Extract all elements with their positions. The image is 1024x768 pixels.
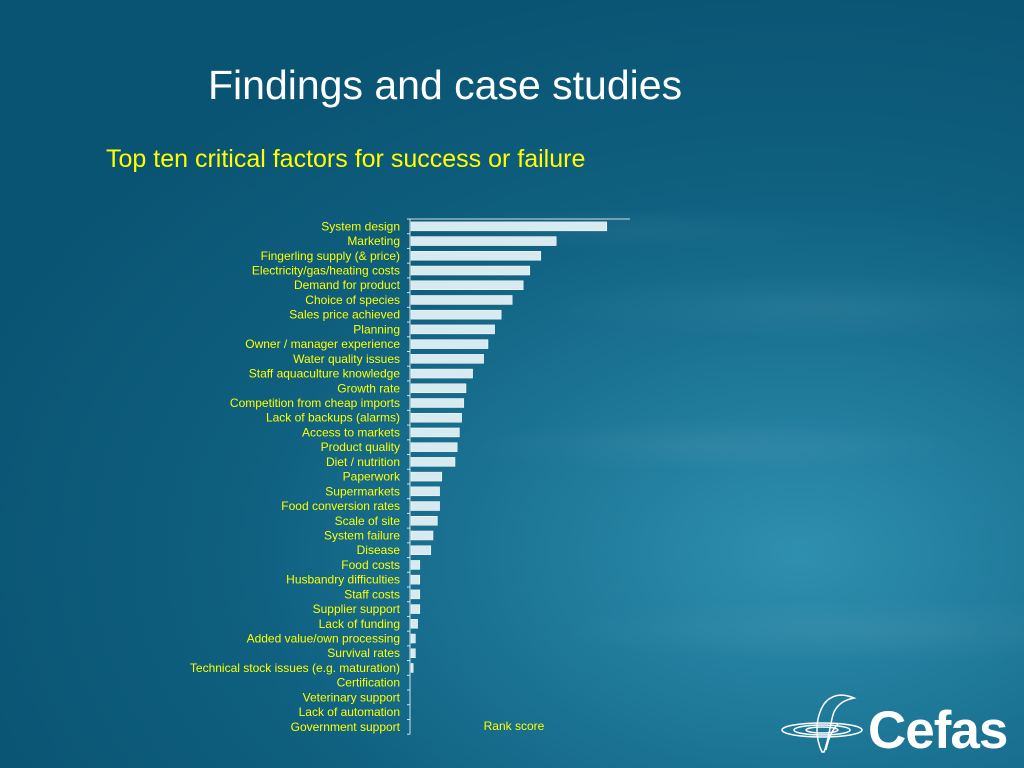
- bar: [410, 530, 434, 541]
- bar: [410, 604, 421, 614]
- category-label: System failure: [324, 528, 400, 542]
- category-label: Supermarkets: [325, 484, 400, 498]
- category-label: Government support: [291, 720, 401, 734]
- bar: [410, 251, 542, 261]
- category-label: Choice of species: [305, 293, 400, 307]
- bar: [410, 663, 414, 673]
- category-label: Fingerling supply (& price): [261, 249, 400, 263]
- bar: [410, 648, 416, 658]
- bar: [410, 324, 495, 335]
- category-label: Lack of funding: [319, 617, 400, 631]
- category-label: Food conversion rates: [281, 499, 400, 513]
- bar: [410, 221, 608, 232]
- category-label: Growth rate: [337, 381, 400, 395]
- category-label: Planning: [353, 322, 400, 336]
- bar: [410, 265, 531, 276]
- x-axis-title: Rank score: [484, 719, 545, 733]
- bar: [410, 427, 460, 438]
- slide-title: Findings and case studies: [208, 62, 683, 108]
- bar: [410, 545, 432, 555]
- slide-subtitle: Top ten critical factors for success or …: [106, 145, 586, 173]
- bar: [410, 280, 524, 290]
- bar: [410, 471, 443, 482]
- bar: [410, 560, 421, 570]
- category-label: Survival rates: [327, 646, 400, 660]
- bar: [410, 589, 421, 600]
- bar: [410, 442, 458, 452]
- bar: [410, 339, 489, 349]
- category-label: Lack of automation: [299, 705, 400, 719]
- bar: [410, 501, 440, 511]
- category-label: Owner / manager experience: [245, 337, 400, 351]
- bar: [410, 309, 502, 320]
- category-label: Scale of site: [335, 514, 401, 528]
- category-label: Staff costs: [344, 587, 400, 601]
- category-label: Sales price achieved: [289, 308, 400, 322]
- bar: [410, 383, 467, 394]
- bar: [410, 368, 473, 379]
- bar: [410, 295, 513, 305]
- category-label: Husbandry difficulties: [286, 573, 400, 587]
- category-label: Certification: [337, 676, 400, 690]
- bar: [410, 486, 440, 497]
- category-label: Marketing: [347, 234, 400, 248]
- category-label: Demand for product: [294, 278, 401, 292]
- category-label: Technical stock issues (e.g. maturation): [190, 661, 400, 675]
- category-label: Water quality issues: [293, 352, 400, 366]
- bar: [410, 236, 557, 246]
- bar: [410, 574, 421, 585]
- category-label: Product quality: [321, 440, 400, 454]
- category-label: Veterinary support: [303, 690, 401, 704]
- category-label: System design: [321, 219, 400, 233]
- bar: [410, 619, 418, 629]
- category-label: Competition from cheap imports: [230, 396, 400, 410]
- bar: [410, 457, 456, 467]
- category-label: Supplier support: [313, 602, 401, 616]
- category-label: Food costs: [341, 558, 400, 572]
- bar: [410, 398, 465, 408]
- fish-swirl-logo-icon: [781, 694, 863, 753]
- bar: [410, 354, 484, 364]
- cefas-logo-text: Cefas: [868, 701, 1008, 760]
- bar: [410, 516, 438, 526]
- bar: [410, 412, 462, 423]
- category-label: Staff aquaculture knowledge: [249, 367, 401, 381]
- category-label: Diet / nutrition: [326, 455, 400, 469]
- category-label: Access to markets: [302, 425, 400, 439]
- category-label: Added value/own processing: [247, 632, 400, 646]
- category-label: Disease: [357, 543, 401, 557]
- category-label: Paperwork: [343, 470, 401, 484]
- category-label: Electricity/gas/heating costs: [252, 264, 400, 278]
- bar: [410, 633, 416, 644]
- category-label: Lack of backups (alarms): [266, 411, 400, 425]
